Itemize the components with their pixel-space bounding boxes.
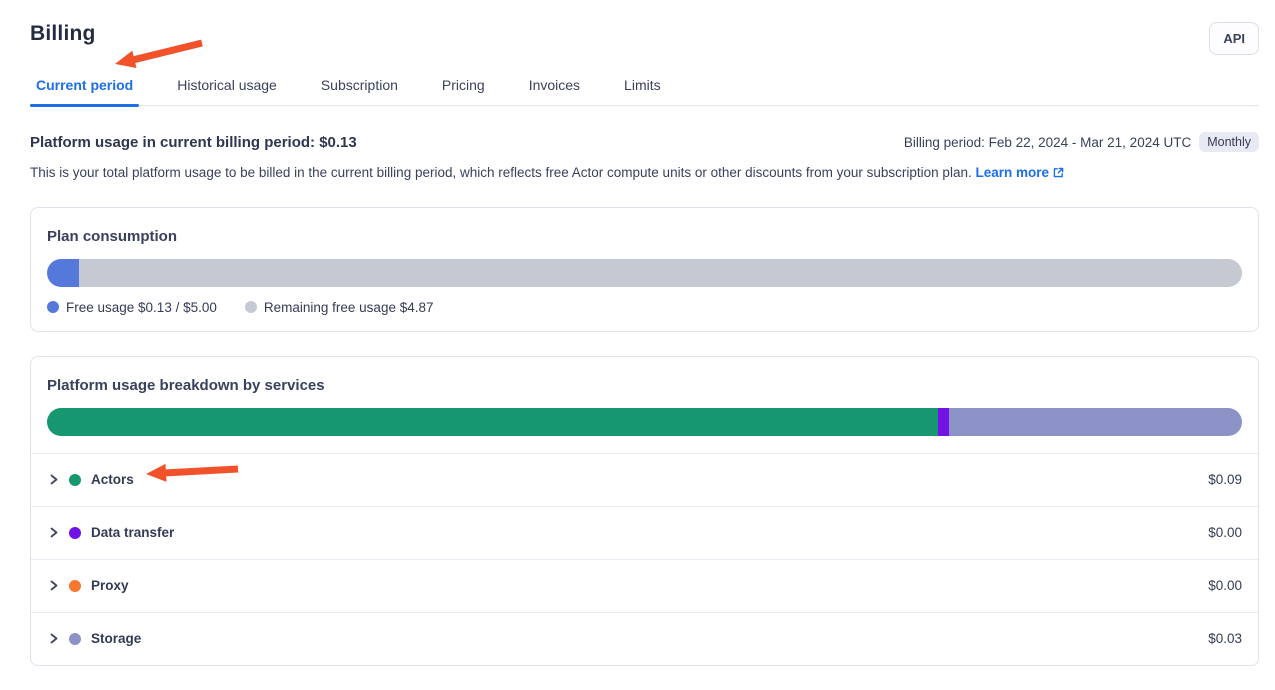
billing-cycle-badge: Monthly	[1199, 132, 1259, 152]
plan-consumption-legend: Free usage $0.13 / $5.00 Remaining free …	[47, 300, 1242, 315]
storage-bar-segment	[949, 407, 1242, 436]
plan-consumption-card: Plan consumption Free usage $0.13 / $5.0…	[30, 206, 1259, 332]
usage-description-text: This is your total platform usage to be …	[30, 165, 972, 180]
plan-consumption-bar	[47, 258, 1242, 287]
service-row-data-transfer[interactable]: Data transfer $0.00	[31, 505, 1258, 559]
tab-subscription[interactable]: Subscription	[320, 77, 398, 93]
tab-limits[interactable]: Limits	[624, 77, 661, 93]
service-amount: $0.03	[1208, 631, 1242, 647]
service-label: Actors	[91, 472, 134, 488]
billing-page: Billing API Current period Historical us…	[30, 22, 1259, 666]
usage-breakdown-card: Platform usage breakdown by services Act…	[30, 355, 1259, 666]
chevron-right-icon[interactable]	[47, 579, 60, 592]
usage-summary-heading: Platform usage in current billing period…	[30, 133, 357, 151]
remaining-usage-segment	[79, 258, 1242, 287]
actors-dot-icon	[69, 473, 81, 486]
tab-current-period[interactable]: Current period	[30, 71, 140, 107]
tab-invoices[interactable]: Invoices	[528, 77, 581, 93]
chevron-right-icon[interactable]	[47, 473, 60, 486]
service-row-proxy[interactable]: Proxy $0.00	[31, 558, 1258, 612]
chevron-right-icon[interactable]	[47, 526, 60, 539]
proxy-dot-icon	[69, 579, 81, 592]
service-amount: $0.00	[1208, 525, 1242, 541]
storage-dot-icon	[69, 632, 81, 645]
legend-item-remaining-usage: Remaining free usage $4.87	[244, 300, 434, 315]
learn-more-link[interactable]: Learn more	[975, 165, 1065, 180]
data-transfer-bar-segment	[938, 407, 950, 436]
usage-summary-row: Platform usage in current billing period…	[30, 132, 1259, 152]
service-label: Proxy	[91, 578, 129, 594]
usage-breakdown-header: Platform usage breakdown by services	[31, 357, 1258, 453]
page-title: Billing	[30, 22, 96, 45]
tab-bar: Current period Historical usage Subscrip…	[30, 71, 1259, 107]
external-link-icon	[1053, 167, 1064, 178]
remaining-usage-dot-icon	[244, 301, 257, 314]
actors-bar-segment	[47, 407, 939, 436]
plan-consumption-title: Plan consumption	[47, 227, 178, 245]
billing-period-info: Billing period: Feb 22, 2024 - Mar 21, 2…	[904, 132, 1259, 152]
legend-item-free-usage: Free usage $0.13 / $5.00	[47, 300, 217, 315]
data-transfer-dot-icon	[69, 526, 81, 539]
service-amount: $0.09	[1208, 472, 1242, 488]
tab-pricing[interactable]: Pricing	[441, 77, 485, 93]
usage-breakdown-title: Platform usage breakdown by services	[47, 376, 325, 394]
service-label: Storage	[91, 631, 142, 647]
billing-period-text: Billing period: Feb 22, 2024 - Mar 21, 2…	[903, 134, 1192, 150]
free-usage-dot-icon	[47, 301, 59, 314]
api-button[interactable]: API	[1209, 22, 1259, 55]
page-header: Billing API	[30, 22, 1259, 55]
usage-breakdown-bar	[47, 407, 1242, 436]
chevron-right-icon[interactable]	[47, 632, 60, 645]
tab-historical-usage[interactable]: Historical usage	[177, 77, 277, 93]
service-row-storage[interactable]: Storage $0.03	[31, 611, 1258, 665]
service-label: Data transfer	[91, 525, 175, 541]
service-row-actors[interactable]: Actors $0.09	[31, 452, 1258, 506]
service-amount: $0.00	[1208, 578, 1242, 594]
usage-description: This is your total platform usage to be …	[30, 164, 1259, 183]
free-usage-segment	[47, 258, 80, 287]
